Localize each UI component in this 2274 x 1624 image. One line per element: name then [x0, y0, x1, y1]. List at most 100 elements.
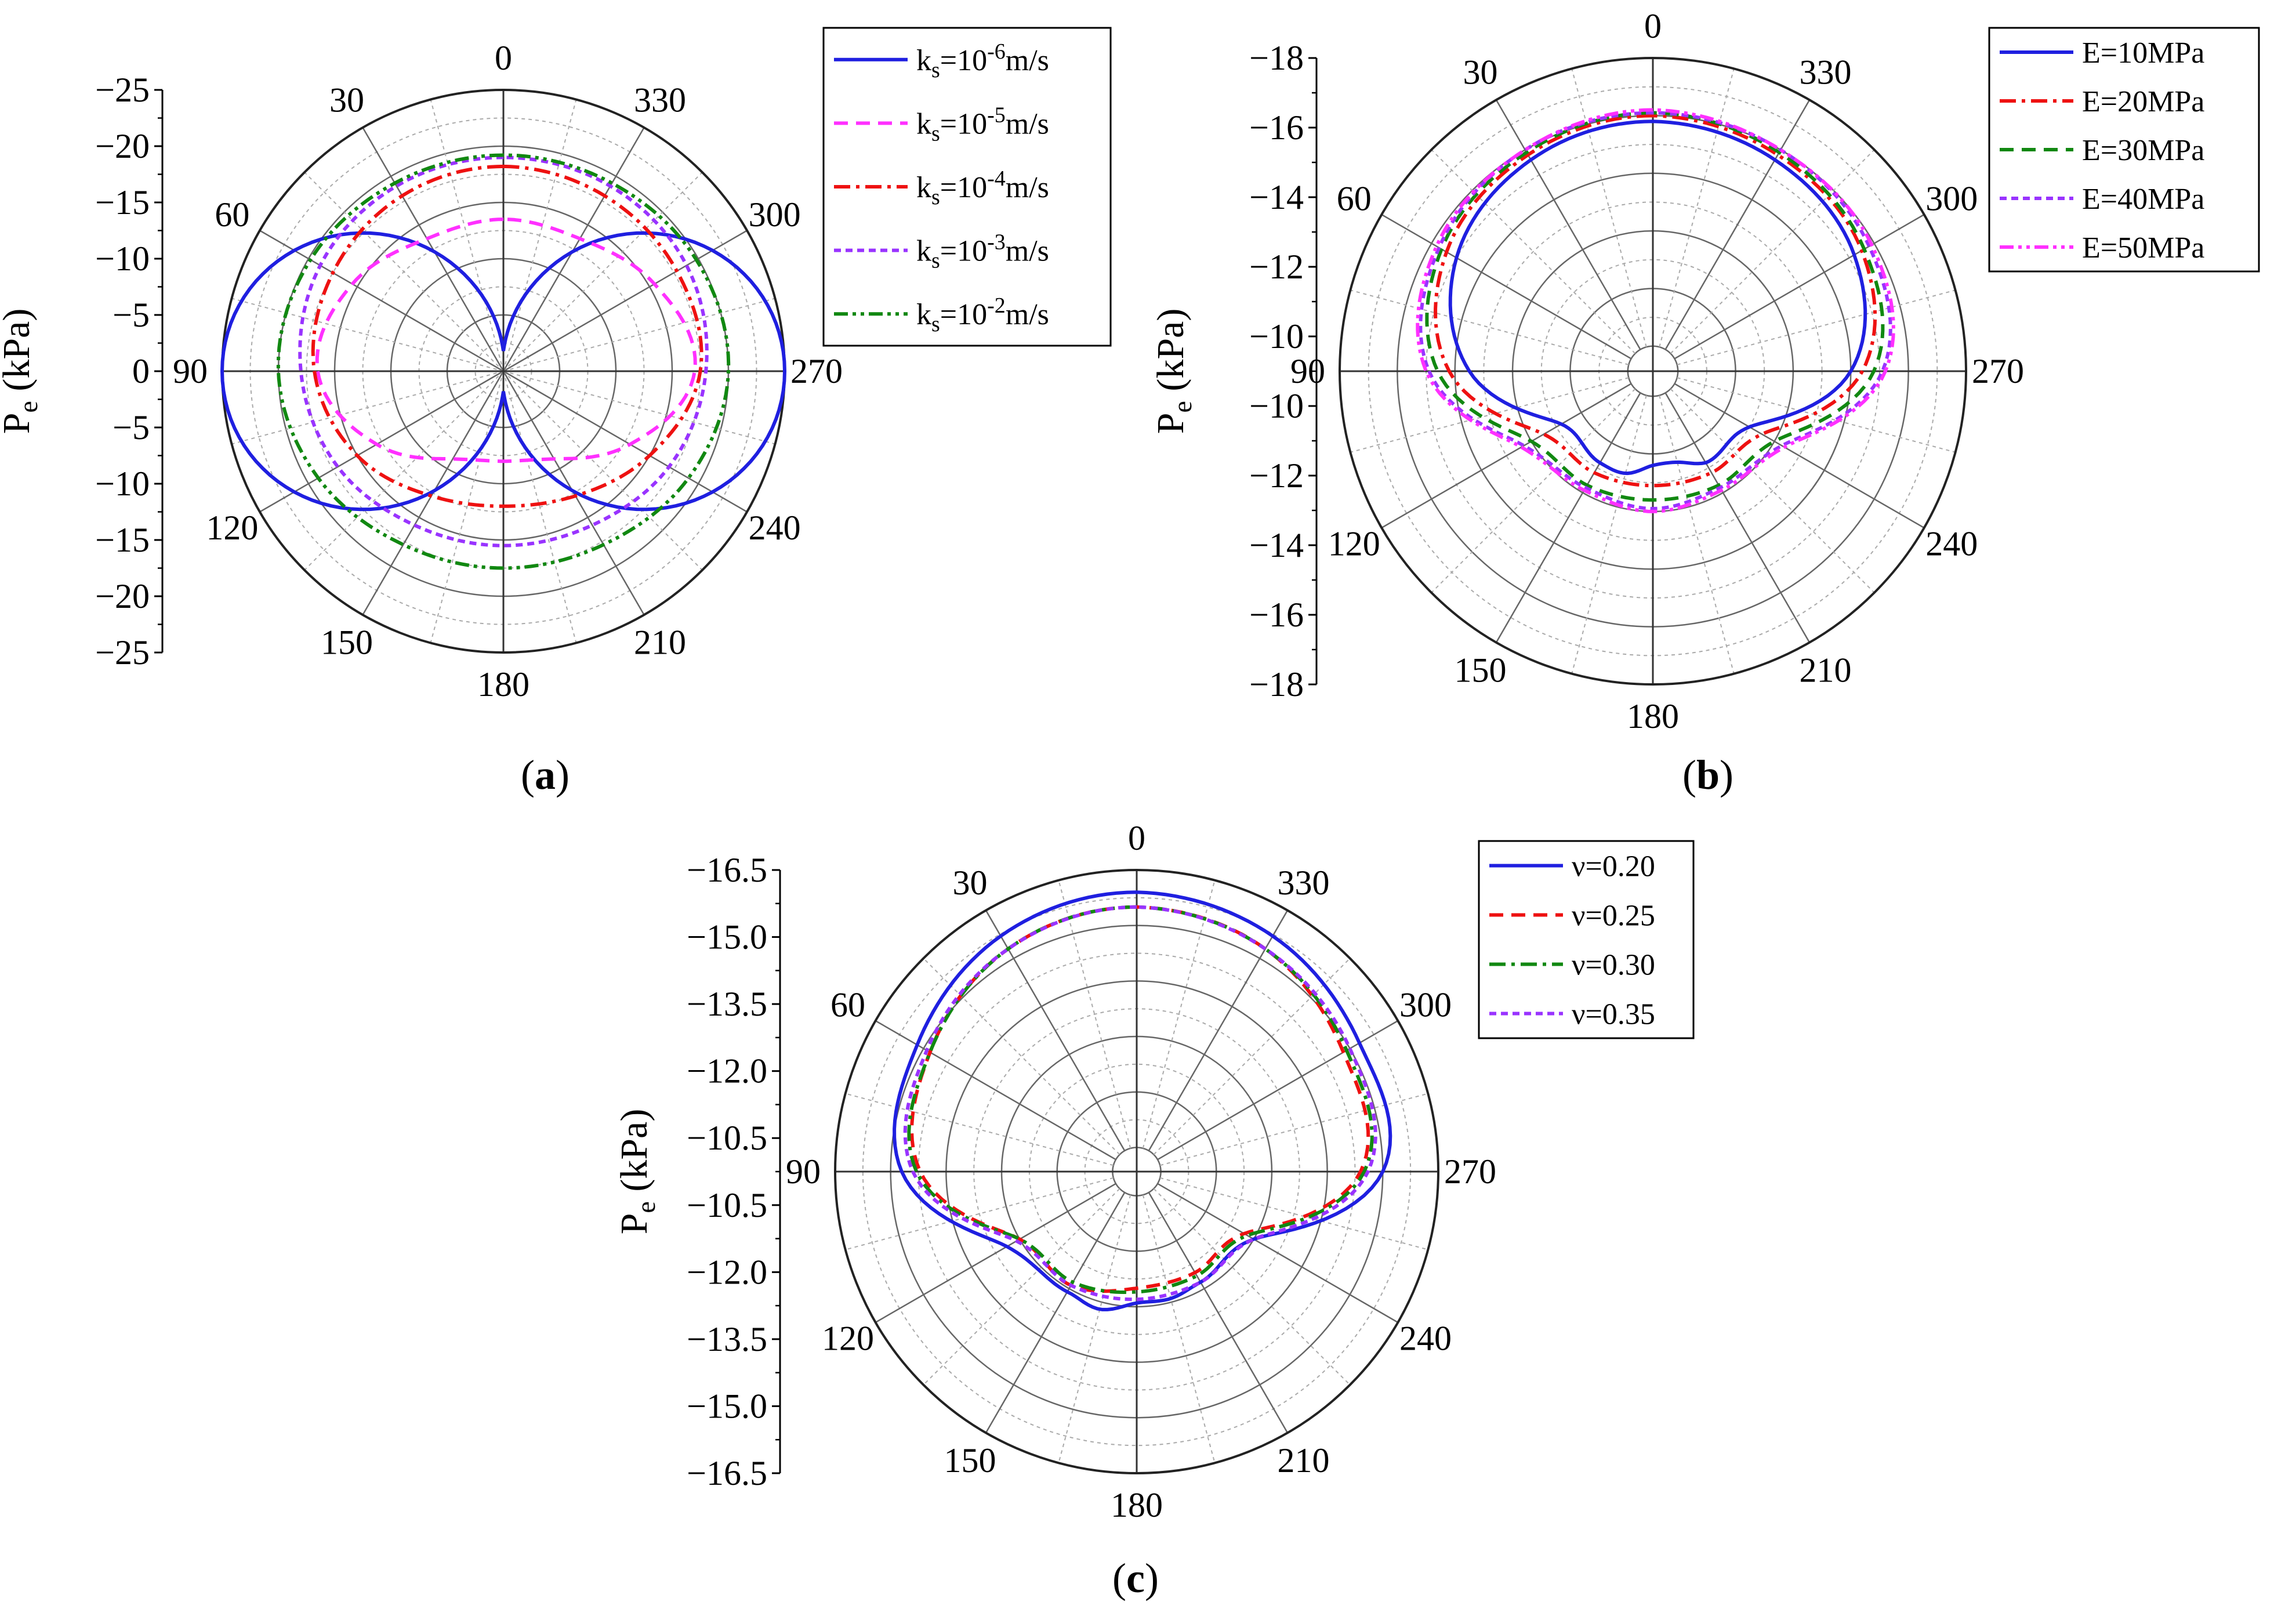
grid-spoke: [430, 371, 504, 643]
series-line-1: [220, 231, 787, 512]
angle-tick-label: 90: [173, 352, 208, 390]
grid-spoke: [1381, 213, 1632, 360]
angle-tick-label: 150: [1455, 651, 1507, 689]
r-axis-tick-label: −18: [1249, 39, 1304, 77]
grid-spoke: [1153, 1188, 1351, 1386]
r-axis-tick-label: −14: [1249, 178, 1304, 216]
legend-label: ks=10-6m/s: [916, 39, 1049, 82]
r-axis-tick-label: −10: [1249, 317, 1304, 356]
grid-spoke: [231, 298, 504, 372]
angle-tick-label: 270: [1972, 352, 2024, 390]
y-axis-label: Pe (kPa): [1149, 309, 1197, 434]
angle-tick-label: 60: [1337, 180, 1372, 218]
angle-tick-label: 210: [1800, 651, 1852, 689]
angle-tick-label: 330: [1800, 53, 1852, 92]
r-axis-tick-label: −18: [1249, 665, 1304, 704]
panel-caption: (b): [1682, 752, 1733, 798]
series-line-1: [1448, 119, 1867, 476]
angle-tick-label: 0: [1128, 819, 1145, 857]
grid-spoke: [845, 1093, 1114, 1166]
panel-b-chart: 0 30 60 90 120 150 180 210 240 270 300 330 −18 −16 −14…: [1149, 7, 2260, 798]
r-axis-tick-label: −12: [1249, 456, 1304, 495]
grid-spoke: [1153, 958, 1351, 1155]
grid-spoke: [1664, 392, 1811, 643]
grid-spoke: [1159, 1177, 1428, 1250]
legend-label: ks=10-5m/s: [916, 103, 1049, 146]
y-axis-label: Pe (kPa): [0, 309, 43, 434]
outer-circle: [1339, 57, 1967, 686]
series-line-5: [276, 153, 731, 570]
angle-tick-label: 0: [1644, 7, 1662, 45]
series-line-3: [311, 164, 703, 508]
grid-spoke: [1157, 1020, 1398, 1161]
legend-box: [1478, 840, 1695, 1039]
series-line-1: [893, 890, 1392, 1311]
grid-spoke: [503, 298, 775, 372]
angle-tick-label: 240: [1925, 525, 1978, 563]
r-axis: −16.5 −15.0 −13.5 −12.0 −10.5 −10.5 −12.0 −13.5…: [687, 851, 781, 1492]
grid-spoke: [1058, 880, 1131, 1149]
grid-spoke: [1670, 388, 1875, 593]
grid-spoke: [1148, 1192, 1289, 1433]
grid-spoke: [1674, 213, 1925, 360]
series-line-2: [1434, 114, 1877, 488]
legend-label: ks=10-3m/s: [916, 230, 1049, 273]
angle-tick-label: 270: [790, 352, 843, 390]
series-line-2: [315, 217, 697, 463]
grid-spoke: [503, 371, 703, 571]
grid-spoke: [1157, 1183, 1398, 1324]
r-axis-tick-label: −10.5: [687, 1119, 767, 1157]
legend-label: ν=0.30: [1572, 949, 1655, 982]
r-axis-tick-label: −5: [113, 296, 150, 334]
grid-spoke: [985, 1192, 1126, 1433]
grid-spoke: [923, 1188, 1120, 1386]
angle-tick-label: 240: [1399, 1320, 1452, 1358]
grid-spoke: [503, 230, 748, 372]
angle-tick-label: 180: [1111, 1486, 1163, 1524]
angle-tick-label: 330: [634, 81, 686, 119]
grid-spoke: [1495, 99, 1641, 350]
grid-spoke: [1495, 392, 1641, 643]
angle-tick-label: 60: [830, 986, 865, 1024]
grid-spoke: [1159, 1093, 1428, 1166]
angle-tick-label: 30: [953, 864, 988, 902]
angle-labels: 0 30 60 90 120 150 180 210 240 270 300 330: [1290, 7, 2024, 735]
grid-spoke: [503, 172, 703, 372]
legend: E=10MPa E=20MPa E=30MPa E=40MPa E=50MPa: [1988, 27, 2260, 273]
r-axis-tick-label: −16: [1249, 108, 1304, 147]
grid-spoke: [1674, 383, 1925, 529]
angle-tick-label: 330: [1278, 864, 1330, 902]
r-axis: −18 −16 −14 −12 −10 −10 −12 −14 −16 −18: [1249, 39, 1318, 704]
r-axis-tick-label: −10.5: [687, 1186, 767, 1224]
angle-tick-label: 210: [634, 624, 686, 662]
legend-label: ks=10-4m/s: [916, 166, 1049, 209]
angle-tick-label: 270: [1444, 1152, 1496, 1191]
r-axis-tick-label: −12.0: [687, 1052, 767, 1090]
angle-tick-label: 60: [215, 195, 249, 234]
angle-tick-label: 90: [786, 1152, 821, 1191]
panel-caption: (c): [1112, 1555, 1159, 1601]
angle-labels: 0 30 60 90 120 150 180 210 240 270 300 330: [173, 39, 843, 704]
grid-spoke: [1431, 388, 1636, 593]
grid-spoke: [923, 958, 1120, 1155]
legend-label: ν=0.25: [1572, 900, 1655, 933]
grid-spoke: [1142, 880, 1216, 1149]
grid-spoke: [503, 371, 577, 643]
r-axis-tick-label: −10: [95, 240, 150, 278]
series-line-4: [1419, 111, 1892, 511]
legend-label: ν=0.20: [1572, 850, 1655, 883]
grid-spoke: [304, 371, 504, 571]
grid-spoke: [1670, 149, 1875, 354]
legend-label: E=30MPa: [2082, 134, 2204, 167]
polar-grid: [834, 869, 1439, 1474]
grid-spoke: [985, 910, 1126, 1151]
grid-spoke: [503, 371, 775, 445]
grid-spoke: [503, 99, 577, 372]
angle-tick-label: 150: [321, 624, 373, 662]
panel-c-chart: 0 30 60 90 120 150 180 210 240 270 300 330 −16.5 −15.…: [613, 819, 1695, 1601]
legend: ν=0.20 ν=0.25 ν=0.30 ν=0.35: [1478, 840, 1695, 1039]
r-axis-tick-label: −15: [95, 183, 150, 222]
grid-spoke: [845, 1177, 1114, 1250]
r-axis-tick-label: −5: [113, 408, 150, 447]
grid-spoke: [1659, 68, 1735, 347]
